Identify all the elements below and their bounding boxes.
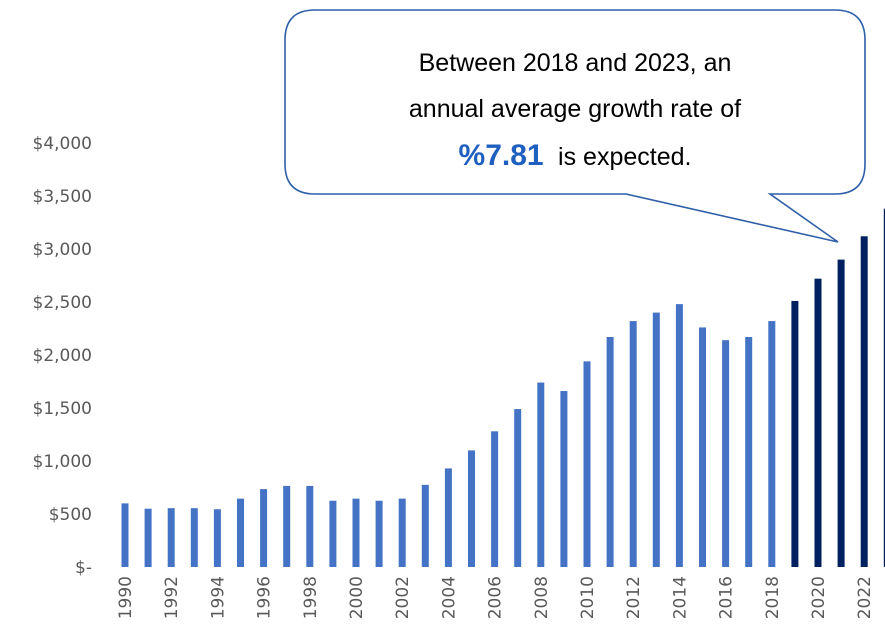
callout-line-2: annual average growth rate of (409, 95, 741, 123)
x-tick-label: 1994 (208, 576, 228, 619)
x-tick-label: 2016 (717, 576, 737, 619)
bar-2023 (883, 208, 885, 567)
bar-2013 (652, 312, 660, 567)
x-tick-label: 1992 (162, 576, 182, 619)
x-tick-label: 2004 (439, 576, 459, 619)
y-tick-label: $4,000 (33, 134, 92, 154)
x-tick-label: 2008 (532, 576, 552, 619)
bar-2018 (768, 321, 776, 567)
y-tick-label: $500 (49, 505, 92, 525)
bar-2004 (444, 468, 452, 567)
bar-2017 (745, 336, 753, 567)
bar-1991 (144, 508, 152, 567)
callout-line-1: Between 2018 and 2023, an (419, 49, 732, 77)
bar-2015 (699, 327, 706, 567)
bar-1995 (237, 498, 244, 567)
bar-1996 (260, 489, 268, 567)
bar-2016 (722, 340, 730, 567)
bar-2001 (375, 500, 383, 567)
bar-1998 (306, 485, 314, 567)
x-tick-label: 1990 (116, 576, 136, 619)
x-tick-label: 2020 (809, 576, 829, 619)
bar-1999 (329, 500, 337, 567)
bar-2020 (814, 278, 822, 567)
bar-2007 (514, 409, 522, 567)
x-tick-label: 2018 (763, 576, 783, 619)
x-tick-label: 1996 (255, 576, 275, 619)
bar-1994 (213, 509, 221, 567)
bar-1993 (190, 508, 198, 567)
growth-rate-highlight: %7.81 (459, 139, 544, 172)
bar-2000 (352, 498, 360, 567)
x-tick-label: 2010 (578, 576, 598, 619)
bar-2008 (537, 382, 545, 567)
callout-bubble (284, 9, 866, 243)
bar-2014 (675, 304, 683, 567)
bar-2003 (421, 484, 429, 567)
x-tick-label: 2000 (347, 576, 367, 619)
y-tick-label: $1,500 (33, 399, 92, 419)
x-tick-label: 2022 (855, 576, 875, 619)
y-tick-label: $2,500 (33, 293, 92, 313)
x-tick-label: 2012 (624, 576, 644, 619)
x-tick-label: 1998 (301, 576, 321, 619)
x-tick-label: 2014 (670, 576, 690, 619)
bar-2012 (629, 321, 637, 567)
callout-line-3-rest: is expected. (558, 143, 691, 171)
bar-1997 (283, 485, 291, 567)
bar-1992 (167, 508, 175, 567)
bar-2006 (491, 431, 499, 567)
y-tick-label: $3,500 (33, 187, 92, 207)
y-tick-label: $3,000 (33, 240, 92, 260)
y-tick-label: $2,000 (33, 346, 92, 366)
x-tick-label: 2002 (393, 576, 413, 619)
bar-2009 (560, 391, 568, 567)
bar-2005 (468, 450, 475, 567)
bar-2022 (860, 236, 868, 567)
bars (121, 208, 885, 567)
y-axis: $- $500 $1,000 $1,500 $2,000 $2,500 $3,000 $3,5… (33, 134, 92, 578)
callout-annotation: Between 2018 and 2023, an annual average… (284, 9, 866, 243)
bar-2021 (837, 259, 845, 567)
y-tick-label: $- (75, 558, 92, 578)
bar-2002 (398, 498, 406, 567)
bar-2011 (606, 336, 614, 567)
bar-1990 (121, 503, 129, 567)
bar-2010 (583, 361, 591, 567)
callout-line-3: %7.81 is expected. (459, 139, 692, 172)
x-axis: 1990 1992 1994 1996 1998 2000 2002 2004 2006 2008… (116, 576, 875, 619)
x-tick-label: 2006 (486, 576, 506, 619)
bar-2019 (791, 300, 799, 567)
y-tick-label: $1,000 (33, 452, 92, 472)
